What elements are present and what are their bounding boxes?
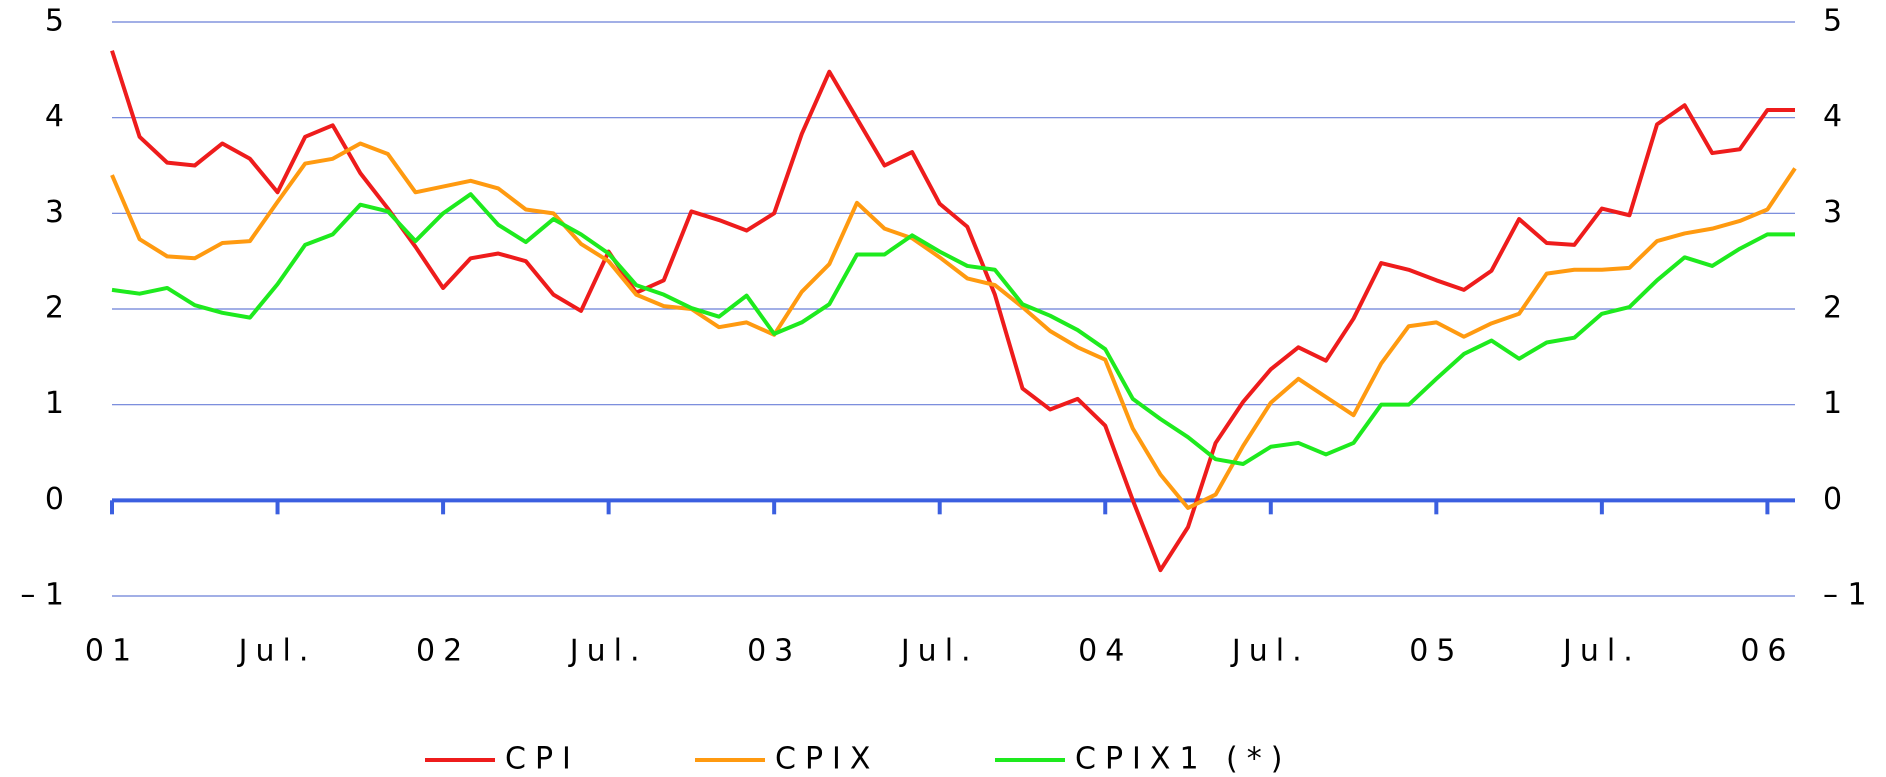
x-tick-label: 04 [1078, 634, 1132, 669]
legend-label: CPIX [775, 742, 879, 777]
x-tick-label: 02 [416, 634, 470, 669]
legend-label: CPI [505, 742, 580, 777]
y-tick-label: 2 [45, 291, 64, 326]
y2-tick-label: 1 [1823, 386, 1842, 421]
x-tick-label: 01 [85, 634, 139, 669]
y2-tick-label: 3 [1823, 195, 1842, 230]
y2-tick-label: 5 [1823, 4, 1842, 39]
series-line [110, 50, 1795, 573]
y-tick-label: – 1 [20, 578, 64, 613]
legend-label: CPIX1 (*) [1075, 742, 1291, 777]
x-tick-label: Jul. [1230, 634, 1310, 669]
series-line [111, 192, 1795, 466]
x-tick-label: Jul. [899, 634, 979, 669]
y-tick-label: 1 [45, 386, 64, 421]
x-tick-label: Jul. [237, 634, 317, 669]
y2-tick-label: 2 [1823, 291, 1842, 326]
y2-tick-label: 4 [1823, 99, 1842, 134]
y-tick-label: 0 [45, 482, 64, 517]
y-tick-label: 3 [45, 195, 64, 230]
x-tick-label: Jul. [568, 634, 648, 669]
series-line [110, 141, 1797, 510]
x-tick-label: 06 [1740, 634, 1794, 669]
y2-tick-label: 0 [1823, 482, 1842, 517]
y-tick-label: 4 [45, 99, 64, 134]
x-tick-label: Jul. [1561, 634, 1641, 669]
y-tick-label: 5 [45, 4, 64, 39]
y2-tick-label: – 1 [1823, 578, 1867, 613]
x-tick-label: 03 [747, 634, 801, 669]
x-tick-label: 05 [1409, 634, 1463, 669]
